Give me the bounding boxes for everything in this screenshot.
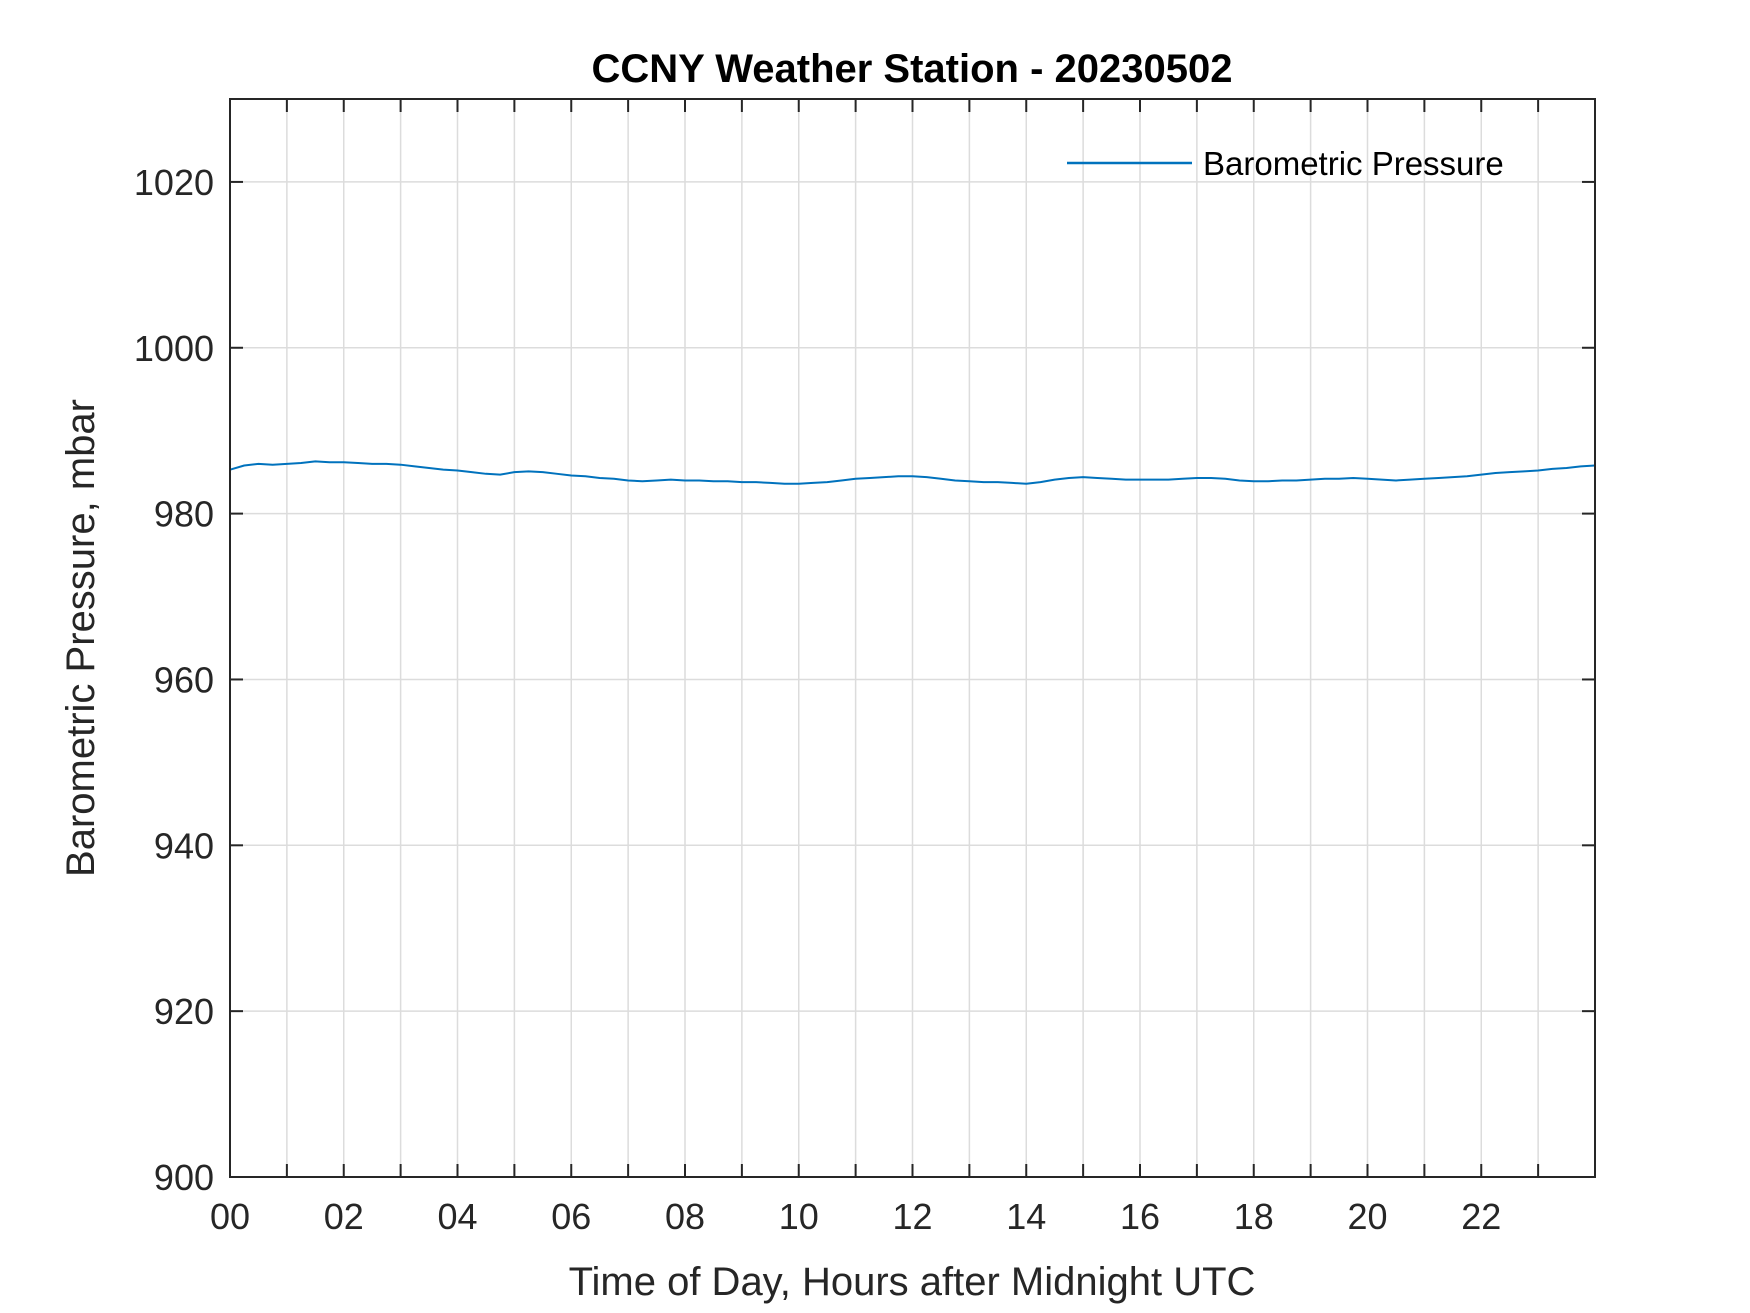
y-tick-label: 920 [154, 991, 214, 1032]
x-tick-label: 18 [1234, 1196, 1274, 1237]
x-tick-label: 22 [1461, 1196, 1501, 1237]
x-tick-label: 08 [665, 1196, 705, 1237]
y-tick-label: 900 [154, 1157, 214, 1198]
y-axis-label: Barometric Pressure, mbar [59, 399, 103, 877]
y-tick-label: 960 [154, 659, 214, 700]
x-tick-label: 16 [1120, 1196, 1160, 1237]
vertical-gridlines [229, 99, 1539, 1177]
x-tick-label: 00 [210, 1196, 250, 1237]
x-tick-label: 10 [779, 1196, 819, 1237]
x-axis-label: Time of Day, Hours after Midnight UTC [569, 1260, 1256, 1304]
y-tick-label: 1020 [134, 162, 214, 203]
y-tick-label: 940 [154, 825, 214, 866]
chart-title: CCNY Weather Station - 20230502 [592, 47, 1233, 91]
x-tick-label: 06 [551, 1196, 591, 1237]
x-tick-label: 14 [1006, 1196, 1046, 1237]
x-tick-label: 20 [1347, 1196, 1387, 1237]
y-tick-label: 1000 [134, 328, 214, 369]
x-axis-ticks [229, 99, 1540, 1177]
y-axis-ticks [230, 180, 1595, 1178]
series-layer [229, 460, 1596, 485]
legend: Barometric Pressure [1067, 145, 1504, 182]
x-tick-label: 02 [324, 1196, 364, 1237]
y-tick-label: 980 [154, 494, 214, 535]
x-tick-label: 12 [892, 1196, 932, 1237]
x-axis-tick-labels: 00 02 04 06 08 10 12 14 16 18 20 22 [210, 1196, 1501, 1237]
x-tick-label: 04 [437, 1196, 477, 1237]
y-axis-tick-labels: 900 920 940 960 980 1000 1020 [134, 162, 214, 1198]
series-line-barometric-pressure [229, 460, 1596, 485]
legend-label-barometric-pressure: Barometric Pressure [1203, 145, 1504, 182]
